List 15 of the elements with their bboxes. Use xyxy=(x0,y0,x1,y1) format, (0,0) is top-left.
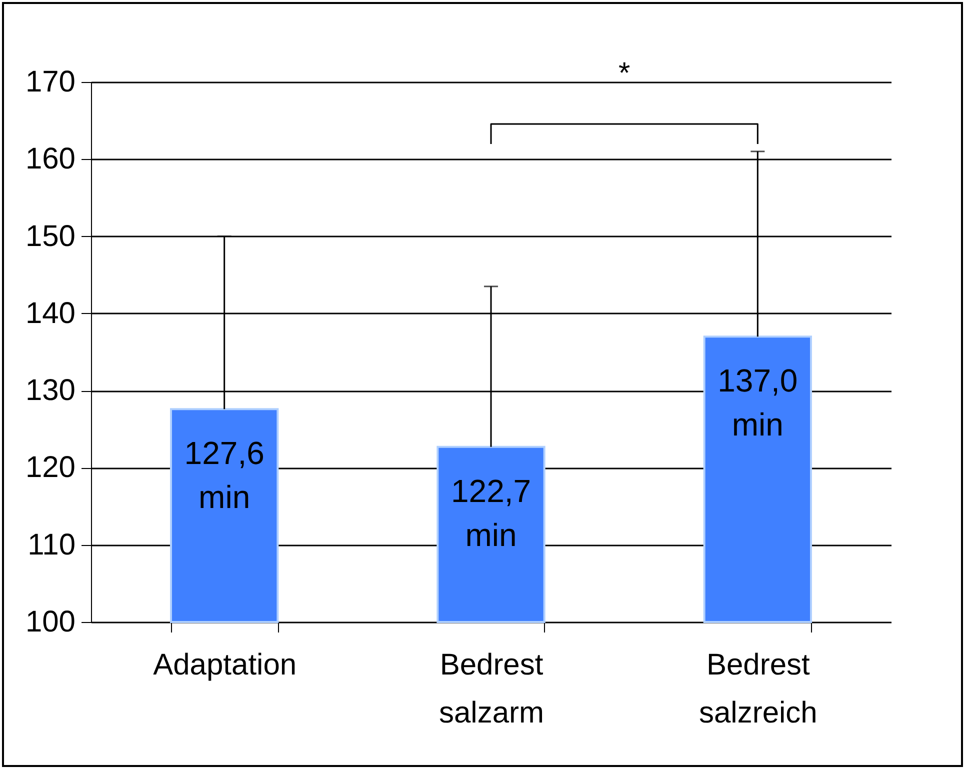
y-tick-label: 150 xyxy=(25,220,76,253)
annotation: * xyxy=(618,57,630,90)
y-tick-label: 140 xyxy=(25,296,76,330)
data-label: 127,6 min xyxy=(184,435,264,516)
data-label: 122,7 min xyxy=(450,472,532,553)
y-tick-label: 130 xyxy=(25,374,76,408)
y-tick-label: 110 xyxy=(28,528,76,562)
x-tick-label: Bedrest salzarm xyxy=(438,648,544,730)
y-tick-label: 100 xyxy=(25,606,76,638)
x-tick-label: Bedrest salzreich xyxy=(698,648,818,730)
y-tick-label: 120 xyxy=(25,451,76,484)
x-tick-label: Adaptation xyxy=(153,648,297,682)
data-label: 137,0 min xyxy=(718,362,798,443)
y-tick-label: 170 xyxy=(25,66,76,98)
y-tick-label: 160 xyxy=(25,142,76,176)
